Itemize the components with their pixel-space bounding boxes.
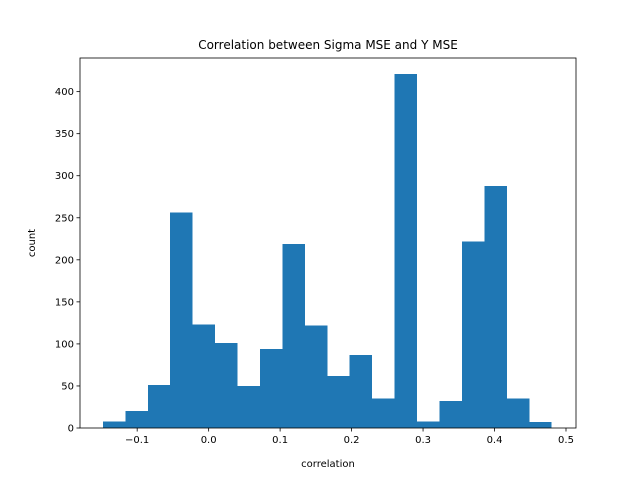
y-tick-label: 0: [68, 424, 74, 435]
x-tick-label: 0.2: [344, 435, 360, 446]
histogram-bar: [529, 422, 552, 428]
x-axis-label: correlation: [301, 459, 355, 470]
x-tick-label: 0.5: [558, 435, 574, 446]
histogram-bar: [349, 354, 373, 428]
y-tick-label: 100: [55, 339, 74, 350]
x-tick-label: 0.1: [272, 435, 288, 446]
histogram-bar: [215, 343, 238, 428]
histogram-bar: [170, 212, 193, 428]
y-tick-label: 250: [55, 213, 74, 224]
plot-frame: [79, 57, 577, 429]
x-tick-label: 0.3: [415, 435, 431, 446]
y-tick-label: 50: [61, 381, 74, 392]
x-tick-label: 0.4: [487, 435, 503, 446]
histogram-bar: [439, 401, 462, 428]
y-axis-label: count: [27, 229, 38, 257]
histogram-bar: [484, 185, 507, 428]
histogram-bar: [282, 243, 305, 428]
chart-title: Correlation between Sigma MSE and Y MSE: [198, 38, 458, 52]
x-axis-ticks: −0.1 0.0 0.1 0.2 0.3 0.4 0.5: [125, 428, 574, 446]
x-tick-label: −0.1: [125, 435, 149, 446]
histogram-bar: [506, 398, 530, 428]
y-tick-label: 350: [55, 129, 74, 140]
x-tick-label: 0.0: [201, 435, 217, 446]
histogram-bar: [259, 348, 283, 428]
histogram-bar: [237, 385, 260, 428]
histogram-bar: [461, 241, 485, 428]
y-tick-label: 300: [55, 171, 74, 182]
bars-group: [102, 73, 552, 429]
histogram-bar: [372, 398, 395, 428]
y-tick-label: 400: [55, 87, 74, 98]
y-tick-label: 150: [55, 297, 74, 308]
histogram-bar: [394, 73, 418, 429]
histogram-bar: [125, 411, 148, 428]
y-tick-label: 200: [55, 255, 74, 266]
histogram-bar: [102, 421, 126, 428]
histogram-bar: [147, 385, 171, 428]
histogram-bar: [304, 325, 328, 428]
histogram-bar: [192, 324, 216, 428]
y-axis-ticks: 0 50 100 150 200 250 300 350 400: [55, 87, 80, 435]
histogram-bar: [417, 421, 440, 428]
histogram-bar: [327, 375, 350, 428]
